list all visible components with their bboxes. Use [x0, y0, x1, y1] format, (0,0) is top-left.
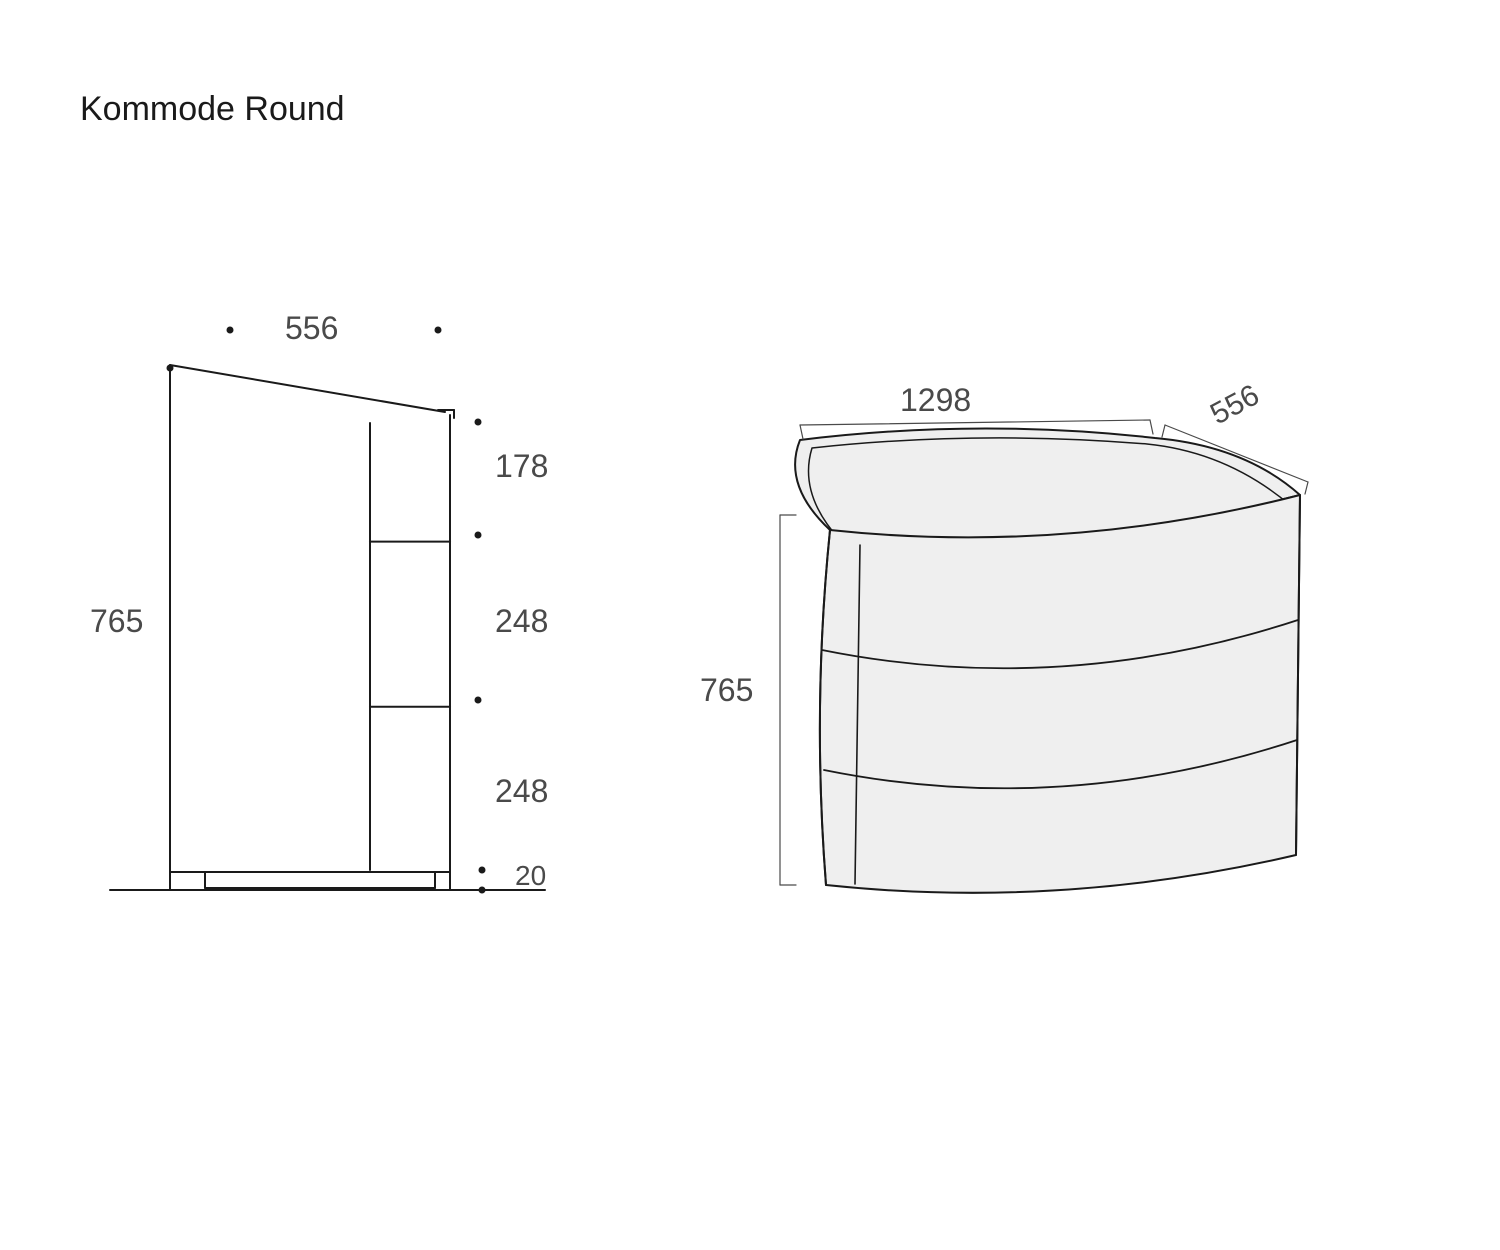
side-dim-248b: 248 — [495, 773, 548, 810]
side-dim-20: 20 — [515, 860, 546, 892]
side-dim-248a: 248 — [495, 603, 548, 640]
side-dim-765: 765 — [90, 603, 143, 640]
iso-dim-765: 765 — [700, 672, 753, 709]
side-dim-178: 178 — [495, 448, 548, 485]
diagram-svg — [0, 0, 1500, 1250]
iso-dim-1298: 1298 — [900, 382, 971, 419]
side-dim-556: 556 — [285, 310, 338, 347]
